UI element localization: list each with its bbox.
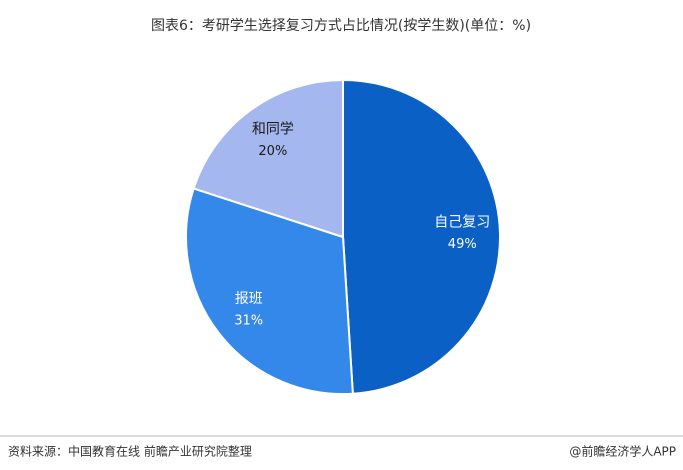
credit: @前瞻经济学人APP [569,444,676,459]
slice-label: 报班 [235,291,263,307]
value-label: 20% [258,144,287,159]
pie-slice [185,187,354,395]
source: 资料来源：中国教育在线 前瞻产业研究院整理 [8,444,252,459]
value-label: 31% [234,314,263,329]
value-label: 49% [448,237,477,252]
slice-label: 自己复习 [434,213,490,230]
pie-slice [192,78,344,239]
chart-title: 图表6：考研学生选择复习方式占比情况(按学生数)(单位：%) [151,17,531,34]
pie-slice [342,78,501,395]
slice-label: 和同学 [252,121,294,137]
